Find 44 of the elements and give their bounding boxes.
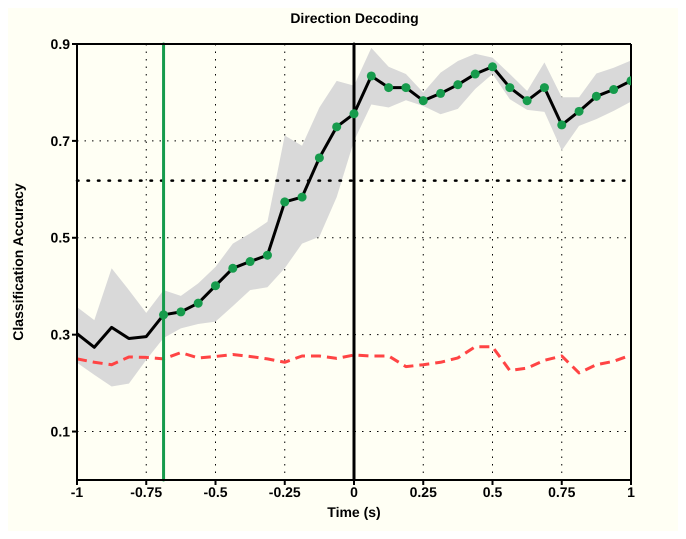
- y-axis-title: Classification Accuracy: [10, 183, 26, 341]
- point: [262, 250, 272, 260]
- point: [453, 80, 462, 90]
- point: [280, 197, 290, 206]
- point: [176, 307, 186, 316]
- point: [436, 88, 446, 98]
- point: [470, 70, 480, 79]
- x-tick-label: -0.25: [268, 484, 301, 500]
- point: [332, 122, 342, 132]
- point: [540, 83, 549, 92]
- point: [246, 257, 255, 266]
- point: [384, 83, 394, 92]
- point: [557, 120, 566, 130]
- point: [228, 264, 238, 273]
- x-tick-label: -1: [70, 484, 84, 500]
- x-tick-label: -0.5: [203, 484, 228, 500]
- x-tick-label: 0.75: [548, 484, 576, 500]
- point: [574, 106, 584, 116]
- x-tick-label: 0.5: [482, 484, 502, 500]
- point: [609, 85, 618, 94]
- x-tick-label: 1: [627, 484, 636, 500]
- point: [298, 192, 307, 202]
- y-tick-label: 0.7: [50, 132, 70, 149]
- point: [401, 83, 410, 92]
- point: [349, 109, 359, 118]
- point: [366, 71, 376, 80]
- y-tick-label: 0.3: [50, 326, 70, 343]
- x-axis-title: Time (s): [327, 504, 381, 520]
- y-tick-label: 0.1: [50, 424, 70, 440]
- point: [488, 62, 498, 72]
- point: [505, 83, 514, 92]
- x-tick-label: -0.75: [130, 484, 162, 500]
- x-tick-label: 0.25: [410, 484, 438, 500]
- point: [522, 96, 532, 106]
- point: [418, 96, 428, 106]
- point: [194, 298, 203, 308]
- x-tick-label: 0: [350, 484, 358, 500]
- y-tick-label: 0.9: [50, 36, 70, 52]
- point: [210, 281, 220, 290]
- y-tick-label: 0.5: [50, 230, 70, 246]
- chart-title: Direction Decoding: [289, 10, 420, 26]
- point: [314, 153, 324, 162]
- point: [592, 92, 601, 101]
- point: [159, 310, 168, 320]
